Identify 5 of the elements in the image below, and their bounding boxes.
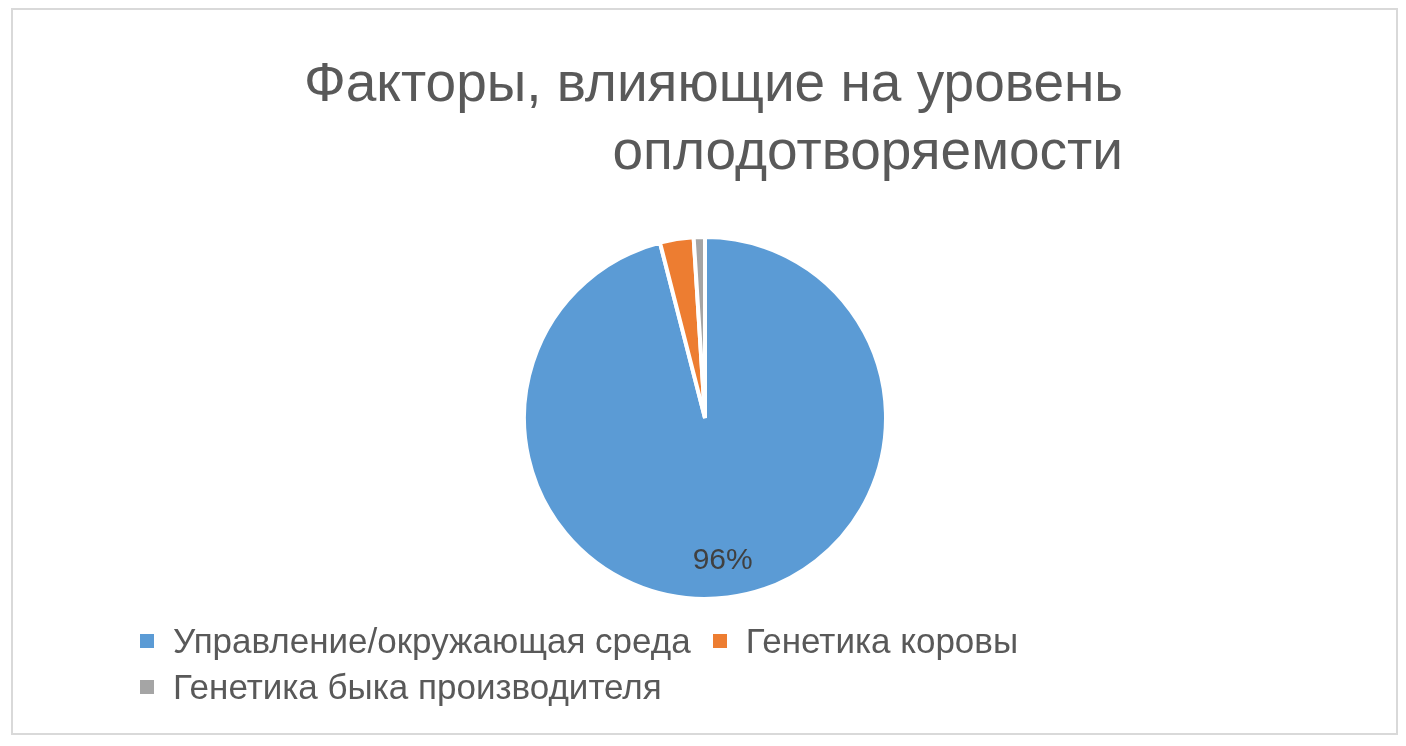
legend-label: Генетика быка производителя: [173, 666, 662, 708]
data-label: 96%: [692, 541, 753, 575]
legend-label: Генетика коровы: [745, 620, 1019, 662]
chart-title: Факторы, влияющие на уровень оплодотворяемости: [302, 50, 1123, 183]
legend-label: Управление/окружающая среда: [173, 620, 691, 662]
